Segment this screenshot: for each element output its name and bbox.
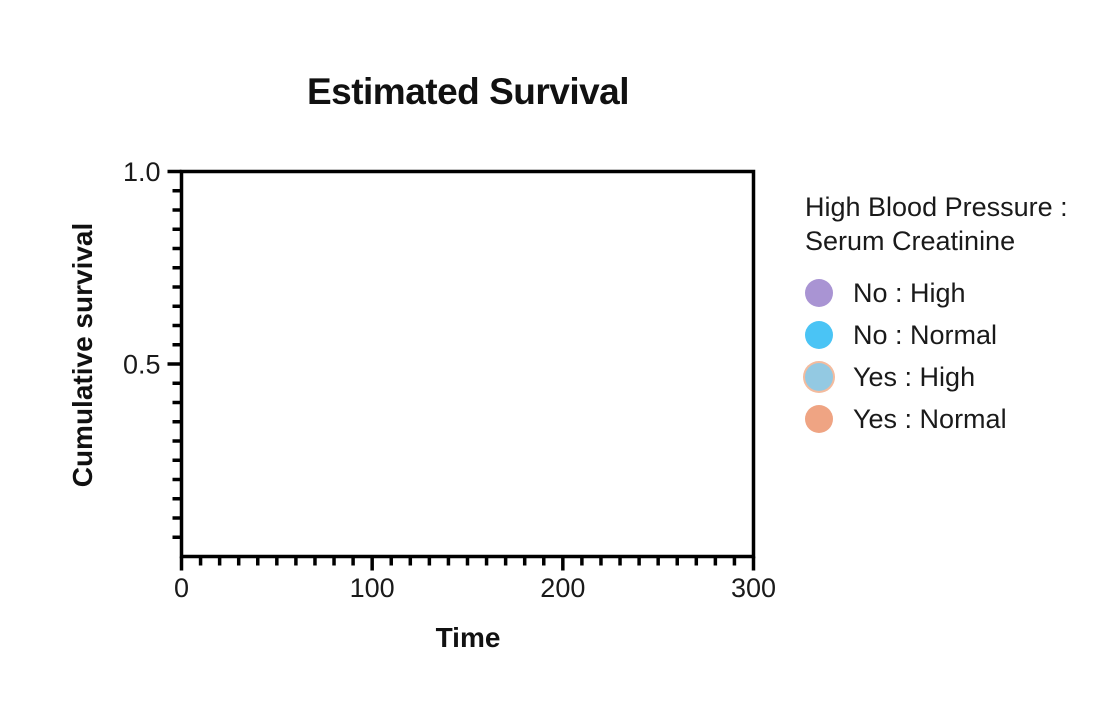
legend-item-no-normal: No : Normal [805, 319, 1095, 350]
legend-item-label: No : High [853, 277, 966, 308]
y-axis-title: Cumulative survival [67, 222, 98, 488]
legend-swatch-circle-icon [805, 279, 833, 307]
legend-swatch-circle-icon [805, 405, 833, 433]
legend-title: High Blood Pressure : Serum Creatinine [805, 190, 1095, 258]
legend-item-yes-normal: Yes : Normal [805, 403, 1095, 434]
legend-item-label: Yes : High [853, 361, 976, 392]
legend: High Blood Pressure : Serum Creatinine N… [805, 190, 1095, 447]
legend-item-yes-high: Yes : High [805, 361, 1095, 392]
x-tick-label: 0 [174, 573, 189, 603]
x-tick-label: 300 [731, 573, 776, 603]
legend-title-line-2: Serum Creatinine [805, 226, 1016, 256]
legend-item-label: Yes : Normal [853, 403, 1007, 434]
x-tick-label: 200 [540, 573, 585, 603]
legend-item-no-high: No : High [805, 277, 1095, 308]
chart-title: Estimated Survival [306, 71, 630, 112]
plot-frame [179, 169, 756, 559]
legend-swatch-circle-icon [805, 363, 833, 391]
x-tick-label: 100 [350, 573, 395, 603]
legend-items: No : High No : Normal Yes : High Yes : N… [805, 277, 1095, 434]
legend-item-label: No : Normal [853, 319, 998, 350]
legend-title-line-1: High Blood Pressure : [805, 192, 1068, 222]
x-axis-title: Time [435, 622, 501, 653]
legend-swatch-circle-icon [805, 321, 833, 349]
y-tick-label: 1.0 [123, 157, 161, 187]
y-tick-label: 0.5 [123, 350, 161, 380]
